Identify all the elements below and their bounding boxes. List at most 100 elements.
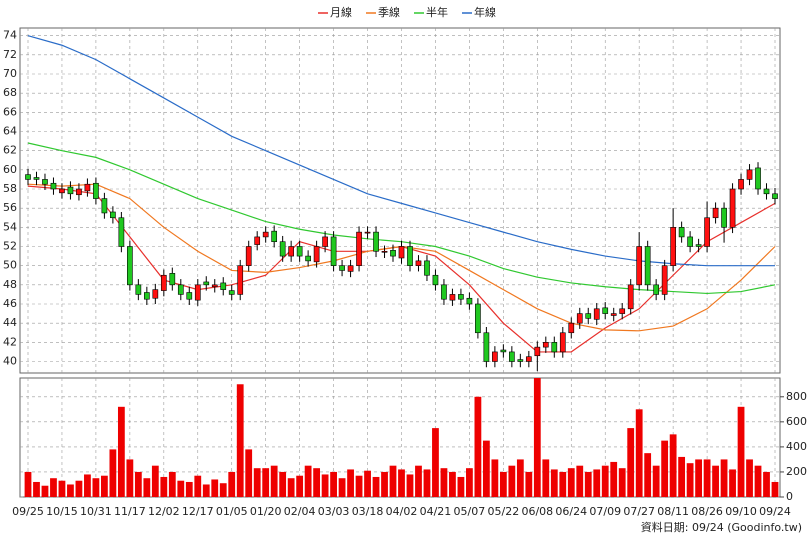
x-tick-label: 09/10 — [725, 505, 757, 518]
candle-body — [127, 246, 133, 286]
volume-bar — [516, 459, 524, 497]
candle-body — [347, 265, 354, 272]
volume-bar — [109, 449, 117, 497]
candle-body — [33, 177, 40, 180]
candle-body — [653, 284, 660, 295]
volume-bar — [211, 479, 219, 497]
candle-body — [678, 227, 685, 238]
volume-bar — [270, 465, 278, 497]
candle-body — [424, 260, 430, 276]
candle-body — [441, 284, 447, 300]
volume-bar — [474, 396, 482, 497]
volume-bar — [177, 480, 185, 497]
volume-bar — [219, 483, 227, 497]
volume-bar — [101, 475, 108, 497]
y-tick-label: 62 — [3, 144, 17, 157]
x-tick-label: 05/07 — [454, 505, 486, 518]
candle-body — [381, 250, 388, 253]
candle-body — [110, 211, 116, 219]
volume-bar — [771, 481, 779, 497]
volume-bar — [703, 459, 711, 497]
candle-body — [517, 359, 524, 362]
volume-bar — [406, 474, 414, 497]
candle-body — [619, 308, 626, 314]
candle-body — [559, 332, 566, 353]
candle-body — [398, 246, 405, 259]
x-tick-label: 10/15 — [46, 505, 78, 518]
y-tick-label: 60 — [3, 163, 17, 176]
volume-bar — [720, 459, 728, 497]
volume-bar — [618, 468, 626, 497]
y2-tick-label: 800 — [786, 390, 807, 403]
x-tick-label: 03/03 — [318, 505, 350, 518]
candle-body — [186, 292, 193, 300]
price-panel — [19, 27, 781, 374]
y-tick-label: 44 — [3, 316, 17, 329]
volume-bar — [313, 468, 321, 497]
y-tick-label: 70 — [3, 67, 17, 80]
candle-body — [746, 169, 753, 180]
volume-bar — [567, 468, 575, 497]
volume-bar — [279, 471, 287, 497]
y-tick-label: 66 — [3, 105, 17, 118]
volume-bar — [669, 434, 677, 497]
candle-body — [177, 284, 184, 295]
candle-body — [169, 273, 176, 286]
volume-bar — [576, 465, 584, 497]
volume-bar — [423, 469, 431, 497]
candle-body — [254, 236, 261, 245]
candle-body — [593, 308, 600, 320]
candle-body — [245, 246, 252, 266]
x-tick-label: 06/08 — [521, 505, 553, 518]
volume-bar — [644, 453, 652, 497]
y-tick-label: 56 — [3, 201, 17, 214]
candle-body — [160, 274, 167, 291]
candle-body — [42, 179, 48, 185]
candle-body — [534, 346, 541, 357]
y-tick-label: 64 — [3, 125, 17, 138]
volume-bar — [695, 459, 702, 497]
candle-body — [76, 188, 82, 196]
x-tick-label: 01/05 — [216, 505, 248, 518]
x-tick-label: 11/17 — [114, 505, 146, 518]
volume-bar — [754, 465, 762, 497]
candle-body — [568, 322, 575, 334]
candle-body — [602, 307, 609, 314]
candle-body — [585, 313, 592, 319]
candle-body — [610, 313, 617, 316]
candle-body — [152, 289, 159, 299]
candle-body — [203, 281, 210, 286]
candle-body — [59, 188, 65, 194]
volume-bar — [67, 484, 74, 497]
candle-body — [763, 188, 770, 195]
candle-body — [194, 284, 201, 301]
y-tick-label: 50 — [3, 259, 17, 272]
candle-body — [729, 188, 736, 228]
candle-body — [704, 217, 710, 247]
x-tick-label: 08/11 — [657, 505, 689, 518]
candle-body — [364, 231, 371, 234]
volume-bar — [542, 459, 550, 497]
candle-body — [390, 250, 396, 257]
candle-body — [483, 332, 490, 362]
volume-bar — [330, 471, 337, 497]
candle-body — [101, 198, 108, 214]
volume-bar — [652, 465, 660, 497]
candle-body — [576, 313, 583, 324]
volume-bar — [466, 468, 473, 497]
x-tick-label: 01/20 — [250, 505, 282, 518]
candle-body — [687, 236, 693, 247]
y-tick-label: 58 — [3, 182, 17, 195]
volume-bar — [236, 384, 244, 497]
volume-bar — [389, 465, 397, 497]
volume-bar — [610, 461, 618, 497]
volume-bar — [686, 463, 694, 497]
candle-body — [432, 274, 439, 286]
candle-body — [143, 292, 150, 300]
candle-body — [525, 356, 532, 362]
candle-body — [356, 231, 362, 266]
candle-body — [296, 246, 303, 257]
volume-bar — [338, 478, 346, 497]
candle-body — [492, 351, 498, 362]
y2-tick-label: 200 — [786, 465, 807, 478]
